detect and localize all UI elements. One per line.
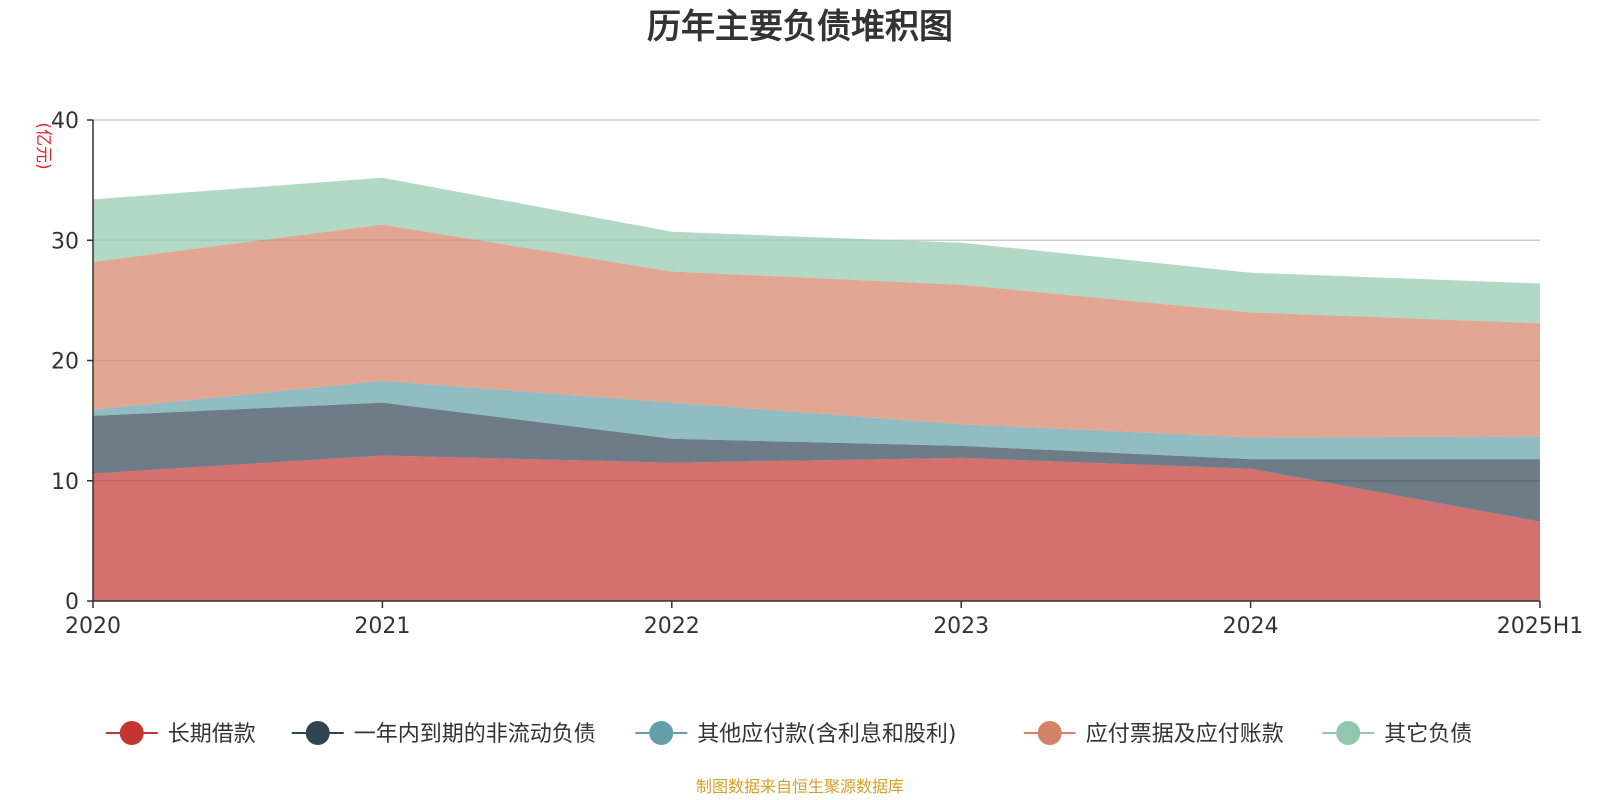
area-series-group xyxy=(93,177,1540,601)
x-tick-label-4: 2023 xyxy=(933,614,989,639)
legend-swatch-marker-2 xyxy=(305,721,330,745)
legend-swatch-marker-5 xyxy=(1336,721,1361,745)
legend-swatch-marker-1 xyxy=(119,721,144,745)
legend: 长期借款 一年内到期的非流动负债 其他应付款(含利息和股利) 应付票据及应付账款 其它负… xyxy=(105,721,1472,747)
x-tick-label-6: 2025H1 xyxy=(1497,614,1584,639)
area-series-3 xyxy=(93,380,1540,460)
x-tick-label-3: 2022 xyxy=(644,614,700,639)
y-axis-unit-label: (亿元) xyxy=(33,122,53,169)
chart-title: 历年主要负债堆积图 xyxy=(647,7,953,47)
legend-label-3: 其他应付款(含利息和股利) xyxy=(697,722,956,747)
x-tick-label-1: 2020 xyxy=(65,614,121,639)
legend-item-4: 应付票据及应付账款 xyxy=(1023,721,1284,747)
y-tick-label-40: 40 xyxy=(51,109,79,134)
legend-label-5: 其它负债 xyxy=(1384,722,1472,747)
x-tick-label-2: 2021 xyxy=(354,614,410,639)
legend-label-1: 长期借款 xyxy=(168,722,256,747)
x-tick-label-5: 2024 xyxy=(1223,614,1279,639)
y-tick-label-0: 0 xyxy=(65,590,79,615)
y-tick-label-10: 10 xyxy=(51,470,79,495)
axes-group: 0 10 20 30 40 2020 2021 2022 2023 2024 2025H1 xyxy=(51,109,1583,639)
y-tick-label-30: 30 xyxy=(51,229,79,254)
legend-swatch-marker-4 xyxy=(1037,721,1062,745)
legend-label-2: 一年内到期的非流动负债 xyxy=(354,722,596,747)
data-source-note: 制图数据来自恒生聚源数据库 xyxy=(696,777,904,796)
area-series-2 xyxy=(93,402,1540,522)
legend-swatch-marker-3 xyxy=(649,721,674,745)
area-series-5 xyxy=(93,177,1540,324)
legend-item-2: 一年内到期的非流动负债 xyxy=(291,721,596,747)
legend-item-3: 其他应付款(含利息和股利) xyxy=(635,721,956,747)
legend-item-1: 长期借款 xyxy=(105,721,256,747)
area-series-1 xyxy=(93,455,1540,601)
legend-item-5: 其它负债 xyxy=(1322,721,1472,747)
legend-label-4: 应付票据及应付账款 xyxy=(1086,722,1284,747)
area-series-4 xyxy=(93,224,1540,438)
y-tick-label-20: 20 xyxy=(51,350,79,375)
